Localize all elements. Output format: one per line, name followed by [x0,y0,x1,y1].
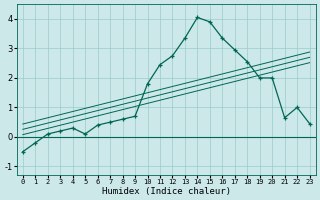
X-axis label: Humidex (Indice chaleur): Humidex (Indice chaleur) [102,187,231,196]
